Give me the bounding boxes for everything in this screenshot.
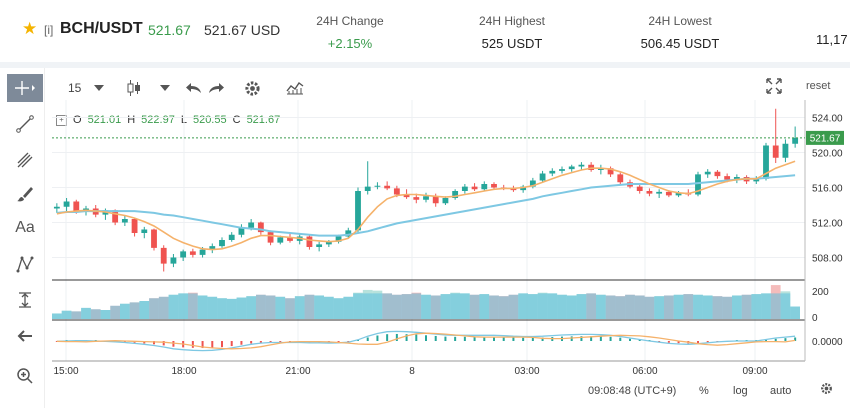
- candle-type-icon[interactable]: [127, 78, 141, 98]
- last-price: 521.67: [148, 22, 191, 38]
- zoom-icon[interactable]: [7, 362, 43, 390]
- ohlc-legend: + O 521.01 H 522.97 L 520.55 C 521.67: [56, 114, 280, 126]
- stat-value: +2.15%: [327, 36, 373, 51]
- ticker-header: ★ [i] BCH/USDT 521.67 521.67 USD 24H Cha…: [0, 0, 850, 62]
- measure-icon[interactable]: [7, 286, 43, 314]
- last-price-usd: 521.67 USD: [204, 22, 281, 38]
- stat-volume-truncated: 11,17: [816, 32, 848, 47]
- ohlc-open-label: O: [73, 114, 82, 126]
- stat-24h-low: 24H Lowest 506.45 USDT: [620, 14, 740, 51]
- ohlc-high-label: H: [127, 114, 136, 126]
- undo-icon[interactable]: [186, 78, 202, 98]
- text-tool-icon[interactable]: Aa: [15, 219, 35, 236]
- chevron-down-icon[interactable]: [160, 78, 170, 98]
- clock: 09:08:48 (UTC+9): [588, 385, 677, 397]
- stat-value: 525 USDT: [481, 36, 543, 51]
- star-icon[interactable]: ★: [22, 19, 38, 38]
- fullscreen-icon[interactable]: [765, 77, 783, 99]
- back-arrow-icon[interactable]: [7, 322, 43, 350]
- interval-value: 15: [68, 81, 82, 95]
- trendline-icon[interactable]: [7, 110, 43, 138]
- brush-icon[interactable]: [7, 180, 43, 208]
- stat-24h-high: 24H Highest 525 USDT: [452, 14, 572, 51]
- pattern-icon[interactable]: [7, 250, 43, 278]
- ohlc-low-label: L: [180, 114, 187, 126]
- redo-icon[interactable]: [208, 78, 224, 98]
- stat-24h-change: 24H Change +2.15%: [290, 14, 410, 51]
- auto-toggle[interactable]: auto: [770, 385, 792, 397]
- indicators-icon[interactable]: [286, 78, 304, 98]
- stat-label: 24H Change: [316, 14, 384, 28]
- reset-button[interactable]: reset: [806, 80, 831, 92]
- market-flag: [i]: [44, 23, 54, 37]
- crosshair-icon[interactable]: [7, 74, 43, 102]
- ohlc-open: 521.01: [87, 114, 122, 126]
- fork-icon[interactable]: [7, 146, 43, 174]
- stat-label: 24H Highest: [478, 14, 546, 28]
- percent-toggle[interactable]: %: [699, 385, 709, 397]
- chevron-down-icon[interactable]: [94, 78, 104, 98]
- log-toggle[interactable]: log: [733, 385, 748, 397]
- ohlc-high: 522.97: [141, 114, 175, 126]
- stat-label: 24H Lowest: [648, 14, 712, 28]
- ohlc-close: 521.67: [246, 114, 281, 126]
- settings-icon[interactable]: [244, 78, 261, 98]
- interval-select[interactable]: 15: [68, 78, 81, 98]
- pair-name[interactable]: BCH/USDT: [60, 20, 143, 37]
- collapse-legend-icon[interactable]: +: [56, 114, 67, 126]
- settings-icon[interactable]: [820, 382, 833, 398]
- drawing-toolbar: Aa: [0, 68, 45, 408]
- ohlc-close-label: C: [232, 114, 241, 126]
- ohlc-low: 520.55: [192, 114, 227, 126]
- stat-value: 506.45 USDT: [640, 36, 720, 51]
